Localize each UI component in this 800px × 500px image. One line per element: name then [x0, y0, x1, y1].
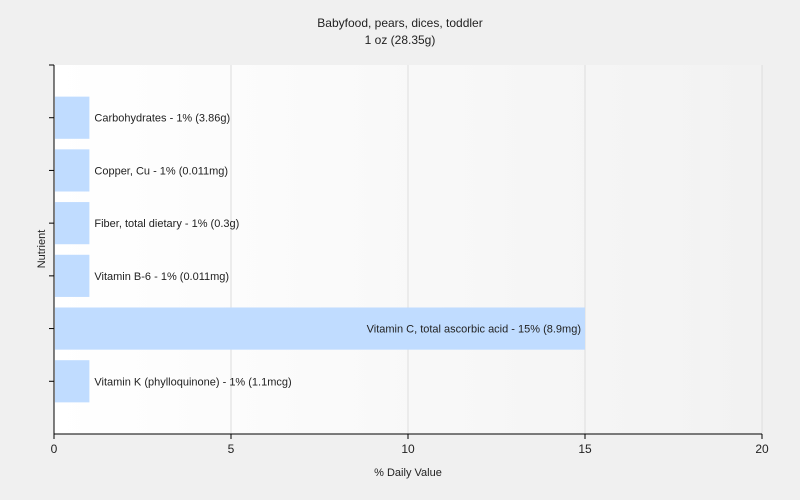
- bar-data-label: Carbohydrates - 1% (3.86g): [94, 113, 230, 125]
- x-tick-label: 15: [578, 442, 592, 456]
- bar-data-label: Vitamin K (phylloquinone) - 1% (1.1mcg): [94, 376, 291, 388]
- bar-data-label: Vitamin B-6 - 1% (0.011mg): [94, 271, 229, 283]
- x-axis-title: % Daily Value: [374, 467, 442, 479]
- grid-lines: [230, 65, 763, 434]
- chart-title: Babyfood, pears, dices, toddler: [317, 16, 482, 30]
- bar: [55, 307, 585, 350]
- x-tick-label: 10: [401, 442, 415, 456]
- bar: [55, 254, 90, 297]
- x-tick-label: 5: [228, 442, 235, 456]
- bar: [55, 202, 90, 245]
- bars: Carbohydrates - 1% (3.86g) Copper, Cu - 1…: [55, 96, 585, 403]
- x-tick-label: 0: [51, 442, 58, 456]
- chart-subtitle: 1 oz (28.35g): [365, 33, 436, 47]
- bar-data-label: Copper, Cu - 1% (0.011mg): [94, 165, 228, 177]
- bar: [55, 360, 90, 403]
- bar-data-label: Fiber, total dietary - 1% (0.3g): [94, 218, 239, 230]
- ticks: 0 5 10 15 20: [49, 64, 769, 456]
- bar: [55, 149, 90, 192]
- x-tick-label: 20: [755, 442, 769, 456]
- bar: [55, 96, 90, 139]
- y-axis-title: Nutrient: [36, 230, 48, 269]
- bar-data-label: Vitamin C, total ascorbic acid - 15% (8.…: [367, 324, 581, 336]
